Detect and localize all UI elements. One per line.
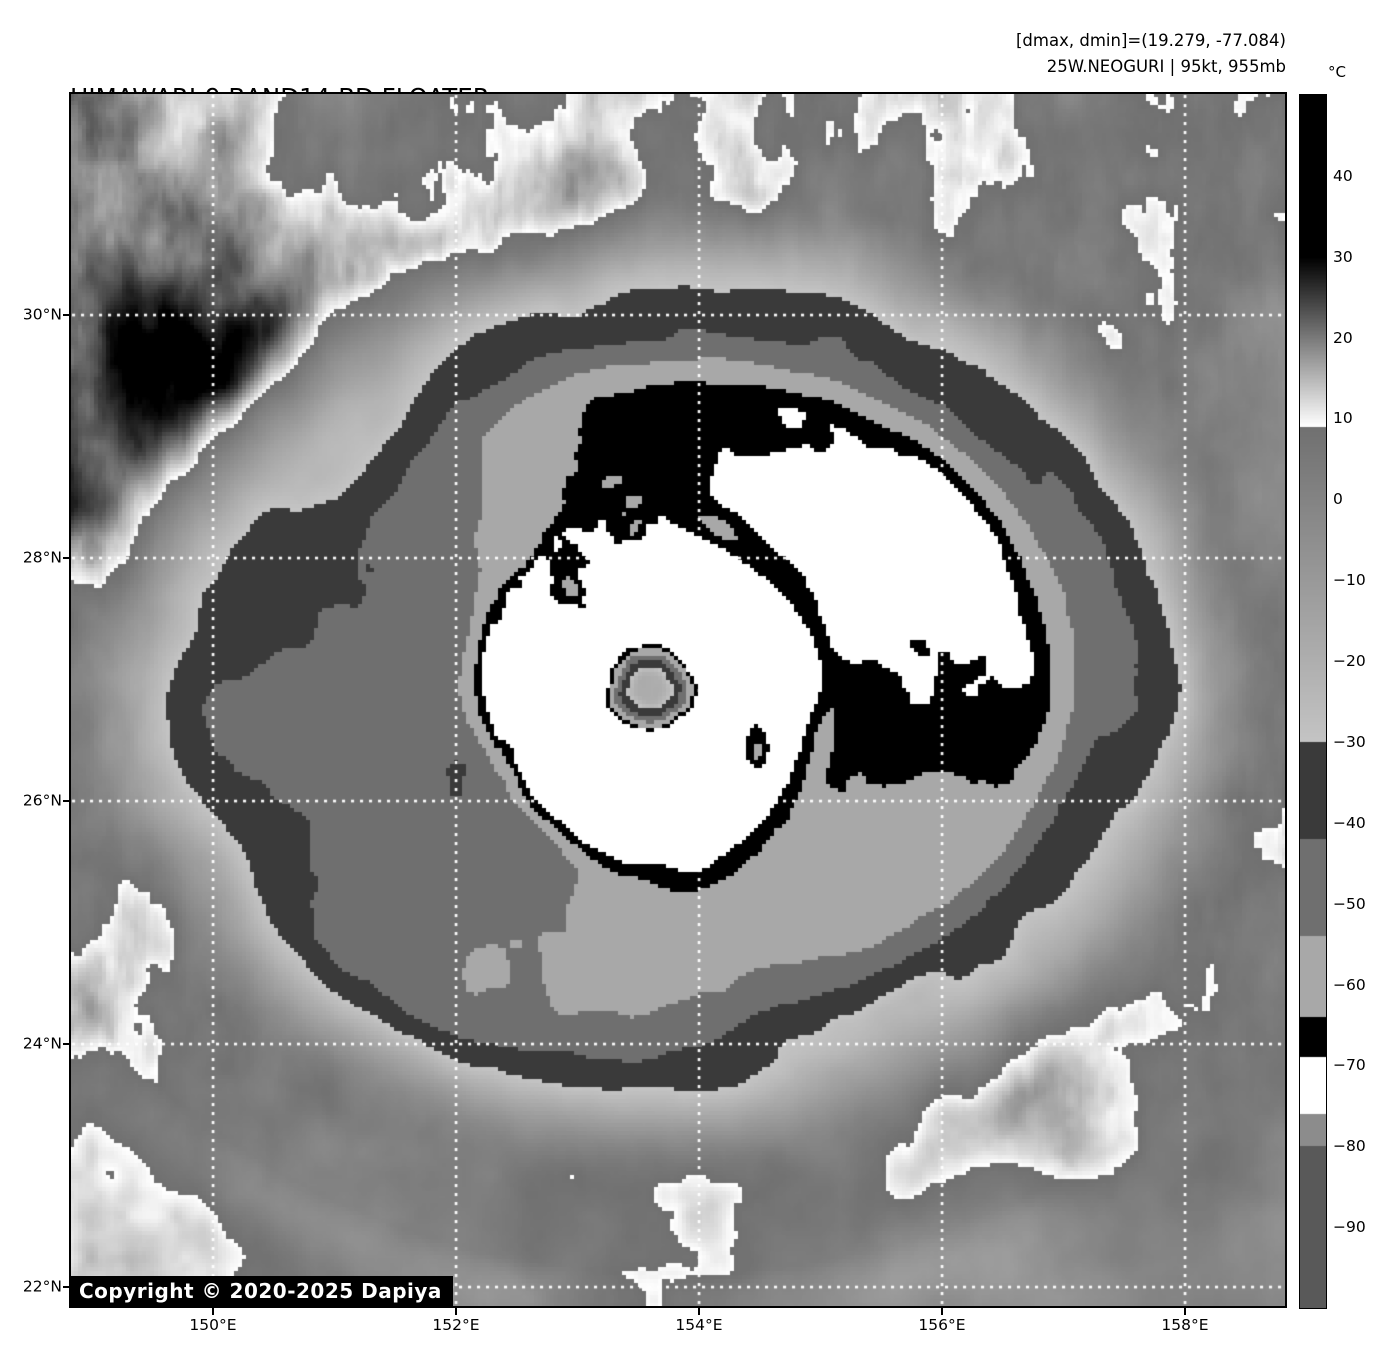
lon-tickmark (941, 1308, 943, 1315)
colorbar-unit-label: °C (1328, 63, 1346, 81)
colorbar-tick-label: −60 (1333, 975, 1366, 994)
colorbar-tick-label: 10 (1333, 409, 1353, 428)
lat-tickmark (63, 314, 70, 316)
lat-label-30n: 30°N (22, 305, 62, 324)
data-range-readout: [dmax, dmin]=(19.279, -77.084) (1016, 31, 1286, 50)
storm-info-readout: 25W.NEOGURI | 95kt, 955mb (1046, 57, 1286, 76)
lon-label-158e: 158°E (1161, 1316, 1209, 1334)
lon-label-154e: 154°E (675, 1316, 723, 1334)
colorbar-tick-label: −40 (1333, 813, 1366, 832)
copyright-badge: Copyright © 2020-2025 Dapiya (71, 1276, 453, 1308)
lat-label-28n: 28°N (22, 548, 62, 567)
lon-tickmark (1184, 1308, 1186, 1315)
lon-label-156e: 156°E (918, 1316, 966, 1334)
info-block: [dmax, dmin]=(19.279, -77.084) 25W.NEOGU… (1016, 28, 1286, 80)
colorbar-tick-label: −50 (1333, 894, 1366, 913)
lon-tickmark (455, 1308, 457, 1315)
colorbar-tick-label: −30 (1333, 732, 1366, 751)
lat-label-22n: 22°N (22, 1277, 62, 1296)
colorbar-tick-label: −20 (1333, 652, 1366, 671)
lat-label-26n: 26°N (22, 791, 62, 810)
colorbar-tick-label: −10 (1333, 571, 1366, 590)
satellite-image (70, 93, 1286, 1307)
colorbar-tick-label: 20 (1333, 328, 1353, 347)
lat-tickmark (63, 1286, 70, 1288)
lon-label-152e: 152°E (432, 1316, 480, 1334)
colorbar-tick-label: −70 (1333, 1056, 1366, 1075)
colorbar (1300, 95, 1326, 1308)
lat-tickmark (63, 1043, 70, 1045)
colorbar-tick-label: −90 (1333, 1218, 1366, 1237)
lat-tickmark (63, 800, 70, 802)
lon-label-150e: 150°E (189, 1316, 237, 1334)
colorbar-tick-label: 40 (1333, 166, 1353, 185)
lon-tickmark (212, 1308, 214, 1315)
lat-tickmark (63, 557, 70, 559)
colorbar-tick-label: 0 (1333, 490, 1343, 509)
colorbar-tick-label: −80 (1333, 1137, 1366, 1156)
lat-label-24n: 24°N (22, 1034, 62, 1053)
colorbar-tick-label: 30 (1333, 247, 1353, 266)
lon-tickmark (698, 1308, 700, 1315)
